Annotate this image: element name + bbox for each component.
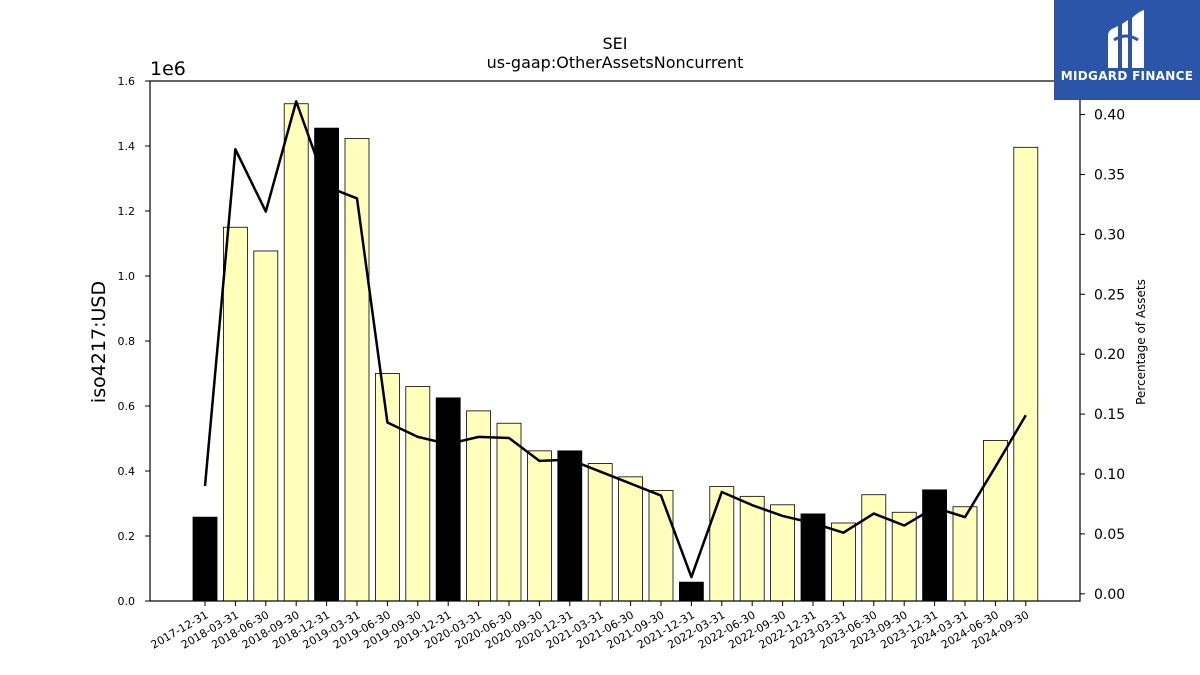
- bar: [435, 397, 461, 602]
- bar: [314, 127, 340, 602]
- y-tick-label: 0.6: [118, 400, 136, 413]
- bars-group: [192, 103, 1039, 602]
- bar: [1013, 146, 1039, 602]
- bar: [831, 522, 856, 602]
- y2-tick-label: 0.15: [1094, 407, 1125, 423]
- y2-tick-label: 0.30: [1094, 227, 1125, 243]
- bar: [739, 495, 765, 602]
- y2-tick-label: 0.00: [1094, 587, 1125, 603]
- bar: [587, 463, 613, 602]
- bar: [891, 511, 917, 602]
- y-tick-label: 0.4: [118, 465, 136, 478]
- y2-tick-label: 0.05: [1094, 527, 1125, 543]
- bar: [496, 422, 522, 602]
- bar: [952, 506, 978, 602]
- y-tick-label: 0.0: [118, 595, 136, 608]
- line-group: [203, 100, 1027, 579]
- chart-title: SEI: [603, 34, 628, 53]
- y-multiplier-label: 1e6: [150, 58, 186, 80]
- y2-tick-label: 0.10: [1094, 467, 1125, 483]
- bar: [222, 226, 248, 602]
- brand-name: MIDGARD FINANCE: [1060, 69, 1194, 83]
- bar: [557, 450, 583, 602]
- percentage-line: [203, 100, 1027, 579]
- y2-axis-label: Percentage of Assets: [1134, 279, 1148, 405]
- bar: [922, 489, 947, 602]
- bar: [618, 476, 643, 602]
- bar: [405, 386, 431, 602]
- chart-subtitle: us-gaap:OtherAssetsNoncurrent: [487, 53, 744, 72]
- bar: [527, 450, 552, 602]
- midgard-logo-icon: [1108, 10, 1144, 68]
- brand-logo: MIDGARD FINANCE: [1054, 0, 1200, 100]
- y-axis-label: iso4217:USD: [88, 281, 110, 403]
- bar: [861, 494, 887, 602]
- y-tick-label: 1.4: [118, 140, 136, 153]
- bar: [709, 486, 735, 602]
- y2-tick-label: 0.40: [1094, 108, 1125, 124]
- y-tick-label: 0.2: [118, 530, 136, 543]
- y-tick-label: 1.0: [118, 270, 136, 283]
- y-tick-label: 1.6: [118, 75, 136, 88]
- bar: [253, 250, 279, 602]
- bar: [800, 513, 826, 602]
- bar: [192, 516, 218, 602]
- axes-group: 0.0 0.2 0.4 0.6 0.8 1.0 1.2 1.4 1.6 0.00 0.05 0.10 0…: [118, 75, 1126, 652]
- y-tick-label: 0.8: [118, 335, 136, 348]
- y-tick-label: 1.2: [118, 205, 136, 218]
- bar: [648, 490, 674, 602]
- bar: [374, 373, 400, 602]
- y2-tick-label: 0.20: [1094, 347, 1125, 363]
- bar: [466, 410, 492, 602]
- bar: [344, 138, 370, 602]
- bar: [679, 581, 704, 602]
- y2-tick-label: 0.25: [1094, 287, 1125, 303]
- bar: [770, 504, 795, 602]
- bar: [283, 103, 309, 602]
- y2-tick-label: 0.35: [1094, 167, 1125, 183]
